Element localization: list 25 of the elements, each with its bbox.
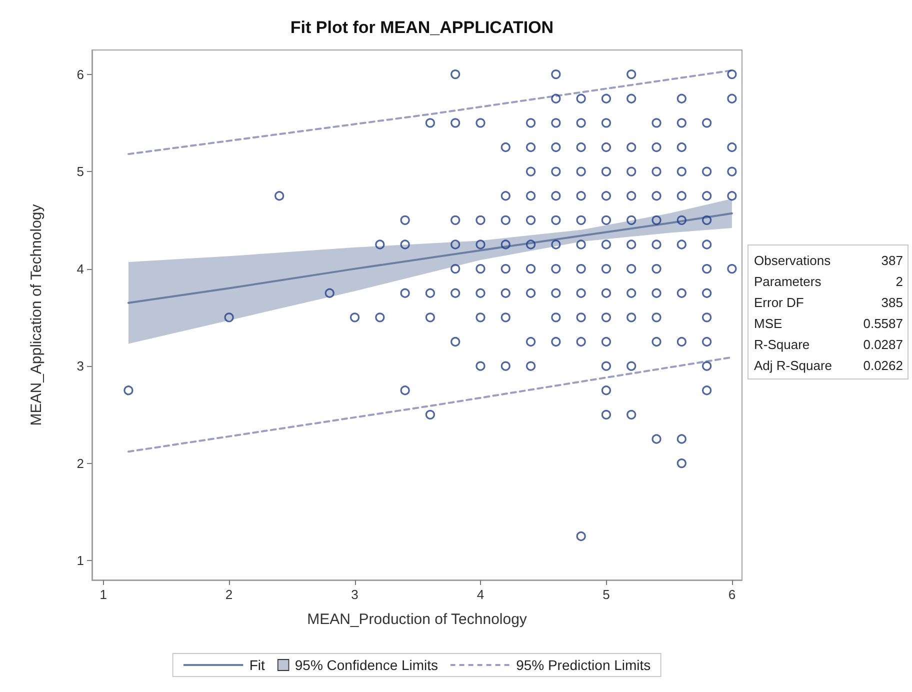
x-tick-label: 5	[602, 587, 610, 602]
text: Error DF 385	[754, 295, 903, 310]
y-tick-label: 2	[76, 456, 84, 471]
legend-label: Fit	[249, 657, 265, 673]
x-axis-title: MEAN_Production of Technology	[307, 611, 528, 628]
y-tick-label: 4	[76, 261, 84, 276]
x-tick-label: 2	[225, 587, 233, 602]
legend-label: 95% Prediction Limits	[516, 657, 651, 673]
x-tick-label: 1	[100, 587, 107, 602]
y-tick-label: 1	[76, 553, 84, 568]
line-series	[127, 212, 733, 304]
y-tick-label: 3	[76, 358, 84, 374]
x-tick-label: 3	[351, 587, 358, 602]
x-tick-label: 4	[476, 587, 484, 602]
y-axis-title: MEAN_Application of Technology	[28, 204, 45, 426]
text: Observations 387	[754, 253, 903, 268]
text: R-Square 0.0287	[754, 337, 903, 352]
text: MSE 0.5587	[754, 316, 903, 331]
x-tick-label: 6	[728, 587, 736, 602]
text: Parameters 2	[754, 274, 903, 289]
y-tick-label: 5	[76, 164, 84, 180]
y-tick-label: 6	[76, 66, 84, 82]
text: 95% Confidence Limits	[294, 657, 438, 673]
chart-title: Fit Plot for MEAN_APPLICATION	[290, 18, 554, 37]
text: Adj R-Square 0.0262	[754, 358, 903, 373]
